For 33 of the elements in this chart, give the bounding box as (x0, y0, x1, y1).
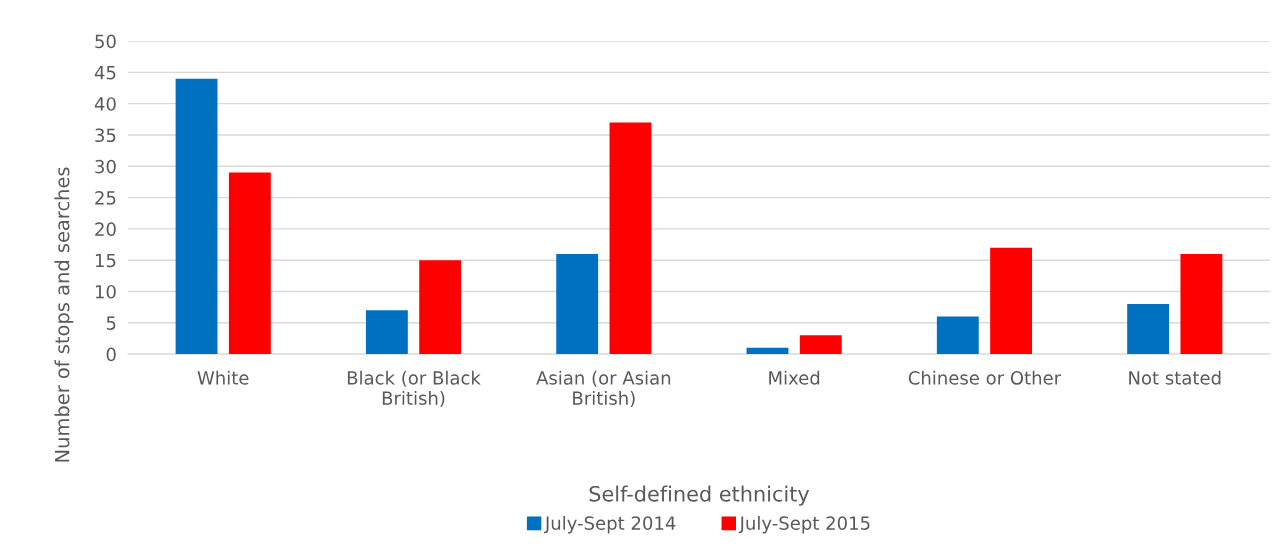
bar (746, 347, 789, 355)
bar (228, 172, 271, 355)
y-tick-label: 15 (95, 253, 116, 268)
y-tick-label: 35 (95, 128, 116, 143)
y-tick-label: 5 (106, 316, 116, 330)
x-tick-label: Mixed (769, 370, 820, 385)
legend-label: July-Sept 2015 (738, 515, 870, 534)
legend-label: July-Sept 2014 (544, 515, 676, 534)
y-tick-label: 30 (95, 159, 116, 174)
x-tick-label: Chinese or Other (908, 370, 1062, 385)
x-tick-label: Not stated (1129, 370, 1221, 385)
bar (419, 260, 462, 355)
bar (365, 310, 408, 355)
y-tick-label: 45 (94, 66, 116, 80)
y-tick-label: 0 (106, 347, 116, 362)
bar (799, 335, 842, 355)
y-tick-label: 20 (95, 222, 116, 236)
bar (990, 247, 1033, 355)
x-axis-title: Self-defined ethnicity (589, 485, 810, 506)
x-tick-label: Black (or Black British) (347, 370, 481, 408)
y-tick-label: 10 (95, 284, 116, 299)
y-tick-label: 25 (95, 191, 116, 205)
y-tick-label: 50 (95, 34, 116, 49)
bar (1180, 253, 1223, 355)
x-tick-label: White (197, 370, 249, 385)
bar (556, 253, 599, 355)
x-tick-label: Asian (or Asian British) (536, 370, 671, 408)
bar (1127, 304, 1170, 355)
y-tick-label: 40 (94, 97, 116, 111)
bar (936, 316, 979, 355)
bar (609, 122, 652, 355)
y-axis-title: Number of stops and searches (54, 167, 74, 462)
bar (175, 78, 218, 355)
